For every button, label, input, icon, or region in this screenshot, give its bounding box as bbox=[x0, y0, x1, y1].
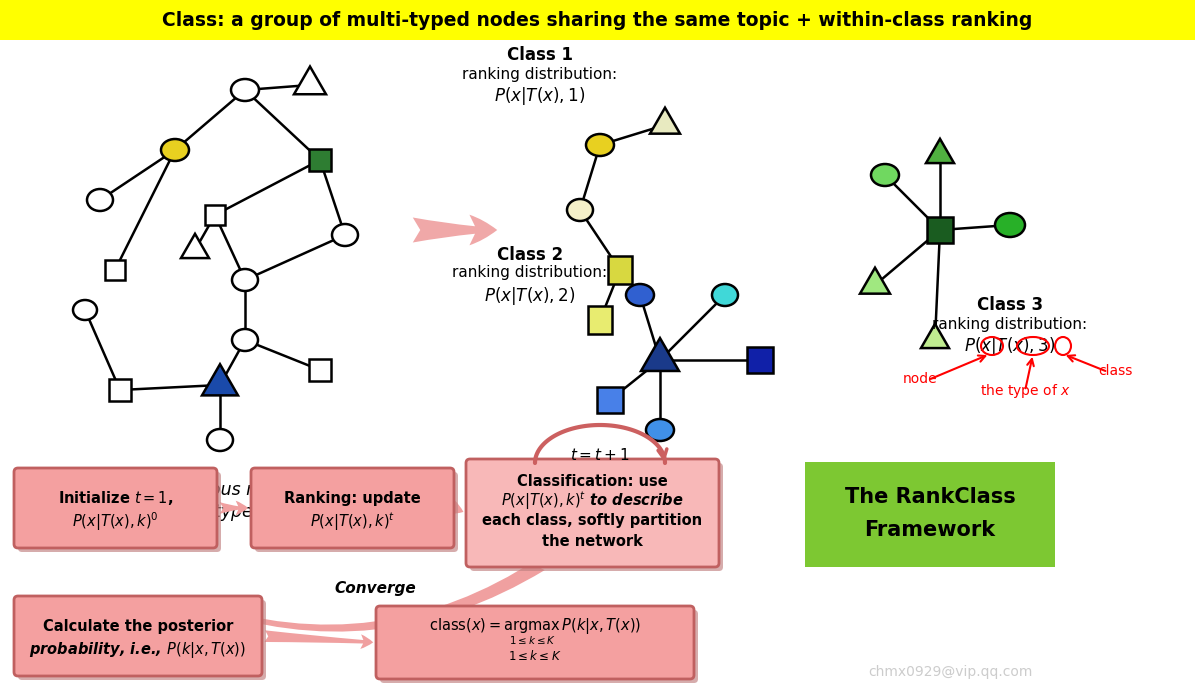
Bar bbox=[927, 217, 952, 243]
Text: Calculate the posterior: Calculate the posterior bbox=[43, 619, 233, 634]
Polygon shape bbox=[180, 234, 209, 258]
Polygon shape bbox=[921, 324, 949, 348]
Text: Initialize $t = 1$,: Initialize $t = 1$, bbox=[57, 489, 173, 507]
Text: chmx0929@vip.qq.com: chmx0929@vip.qq.com bbox=[868, 665, 1032, 679]
Text: Classification: use: Classification: use bbox=[517, 473, 668, 489]
Ellipse shape bbox=[231, 79, 259, 101]
Ellipse shape bbox=[566, 199, 593, 221]
Ellipse shape bbox=[73, 300, 97, 320]
Ellipse shape bbox=[871, 164, 899, 186]
Text: Framework: Framework bbox=[864, 520, 995, 540]
Text: Converge: Converge bbox=[335, 581, 416, 596]
Ellipse shape bbox=[712, 284, 739, 306]
Bar bbox=[0, 0, 1195, 40]
Text: ranking distribution:: ranking distribution: bbox=[453, 265, 607, 281]
Text: Class 1: Class 1 bbox=[507, 46, 572, 64]
Text: $P(x|T(x), k)^t$ to describe: $P(x|T(x), k)^t$ to describe bbox=[501, 490, 684, 512]
Text: $P(x|T(x), 2)$: $P(x|T(x), 2)$ bbox=[484, 285, 576, 307]
Ellipse shape bbox=[87, 189, 114, 211]
Text: ranking distribution:: ranking distribution: bbox=[462, 66, 618, 81]
FancyBboxPatch shape bbox=[14, 468, 217, 548]
Text: Ranking: update: Ranking: update bbox=[284, 491, 421, 505]
Ellipse shape bbox=[626, 284, 654, 306]
FancyBboxPatch shape bbox=[14, 596, 262, 676]
Text: $P(x|T(x), k)^t$: $P(x|T(x), k)^t$ bbox=[310, 511, 396, 533]
Text: $1 \leq k \leq K$: $1 \leq k \leq K$ bbox=[508, 649, 562, 663]
FancyBboxPatch shape bbox=[18, 600, 266, 680]
Text: Class: a group of multi-typed nodes sharing the same topic + within-class rankin: Class: a group of multi-typed nodes shar… bbox=[161, 10, 1032, 29]
FancyBboxPatch shape bbox=[466, 459, 719, 567]
Text: probability, i.e., $P(k|x, T(x))$: probability, i.e., $P(k|x, T(x))$ bbox=[30, 640, 246, 660]
Ellipse shape bbox=[646, 419, 674, 441]
Text: $t = t+1$: $t = t+1$ bbox=[570, 447, 630, 463]
Text: Class 3: Class 3 bbox=[978, 296, 1043, 314]
Text: Class 2: Class 2 bbox=[497, 246, 563, 264]
Bar bbox=[747, 347, 773, 373]
Text: ranking distribution:: ranking distribution: bbox=[932, 316, 1087, 332]
Polygon shape bbox=[641, 338, 679, 371]
Polygon shape bbox=[650, 108, 680, 134]
Text: each class, softly partition: each class, softly partition bbox=[483, 514, 703, 528]
Ellipse shape bbox=[332, 224, 358, 246]
Ellipse shape bbox=[161, 139, 189, 161]
Text: The RankClass: The RankClass bbox=[845, 487, 1016, 507]
Text: $\mathrm{class}(x) = \underset{1 \leq k \leq K}{\mathrm{argmax}}\, P(k|x, T(x))$: $\mathrm{class}(x) = \underset{1 \leq k … bbox=[429, 617, 642, 647]
FancyBboxPatch shape bbox=[18, 472, 221, 552]
Bar bbox=[608, 256, 632, 284]
Polygon shape bbox=[202, 364, 238, 395]
Text: the type of $x$: the type of $x$ bbox=[980, 382, 1071, 400]
Ellipse shape bbox=[207, 429, 233, 451]
Text: the network: the network bbox=[543, 533, 643, 549]
Ellipse shape bbox=[232, 329, 258, 351]
Ellipse shape bbox=[995, 213, 1025, 237]
FancyBboxPatch shape bbox=[470, 463, 723, 571]
Polygon shape bbox=[860, 267, 890, 294]
Text: contains $m(= 3)$ types of nodes: contains $m(= 3)$ types of nodes bbox=[67, 501, 344, 523]
Bar bbox=[598, 387, 623, 413]
Text: $P(x|T(x), 3)$: $P(x|T(x), 3)$ bbox=[964, 335, 1055, 357]
Ellipse shape bbox=[586, 134, 614, 156]
Bar bbox=[105, 260, 125, 280]
Text: class: class bbox=[1098, 364, 1132, 378]
Bar bbox=[310, 359, 331, 381]
Polygon shape bbox=[294, 66, 326, 94]
FancyBboxPatch shape bbox=[255, 472, 458, 552]
Bar bbox=[310, 149, 331, 171]
Text: $P(x|T(x), 1)$: $P(x|T(x), 1)$ bbox=[495, 85, 586, 107]
Bar bbox=[588, 306, 612, 334]
Text: A heterogeneous network: A heterogeneous network bbox=[92, 481, 318, 499]
Text: node: node bbox=[902, 372, 937, 386]
FancyBboxPatch shape bbox=[380, 610, 698, 683]
Polygon shape bbox=[926, 139, 954, 163]
FancyBboxPatch shape bbox=[251, 468, 454, 548]
FancyBboxPatch shape bbox=[376, 606, 694, 679]
Bar bbox=[206, 205, 225, 225]
Text: $P(x|T(x), k)^0$: $P(x|T(x), k)^0$ bbox=[72, 511, 159, 533]
Bar bbox=[109, 379, 131, 401]
Bar bbox=[805, 462, 1055, 567]
Ellipse shape bbox=[232, 269, 258, 291]
